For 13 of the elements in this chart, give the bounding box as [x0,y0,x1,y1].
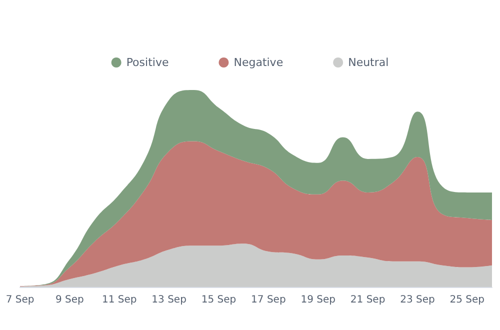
legend-label: Negative [234,56,284,69]
x-tick-label: 21 Sep [350,294,386,306]
x-tick-label: 13 Sep [152,294,186,306]
x-tick-label: 25 Sep [450,294,485,306]
x-tick-label: 11 Sep [102,294,137,306]
x-tick-label: 23 Sep [400,294,435,306]
x-tick-label: 19 Sep [300,294,336,306]
x-tick-label: 17 Sep [251,294,286,306]
legend-label: Neutral [348,56,389,69]
legend-label: Positive [126,56,169,69]
x-tick-label: 7 Sep [6,294,34,306]
x-tick-label: 15 Sep [201,294,236,306]
x-tick-label: 9 Sep [55,294,84,306]
